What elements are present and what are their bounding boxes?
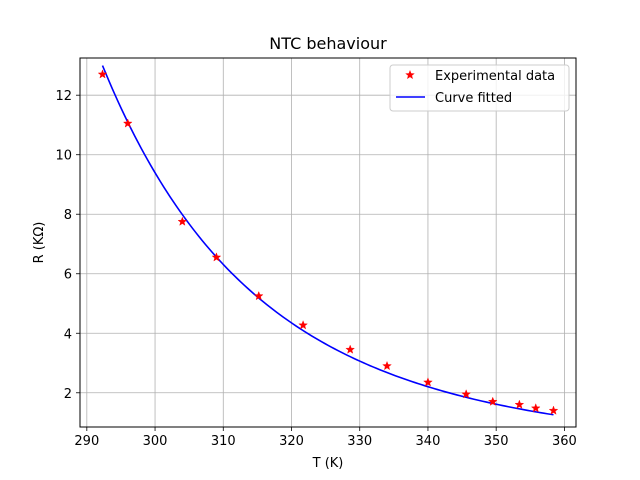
y-tick-label: 4	[64, 327, 72, 342]
x-tick-label: 300	[143, 434, 168, 449]
data-point-349.5	[487, 396, 498, 406]
x-tick-label: 320	[279, 434, 304, 449]
x-tick-label: 340	[416, 434, 441, 449]
x-axis-label: T (K)	[312, 456, 344, 471]
legend: Experimental data Curve fitted	[389, 64, 570, 112]
y-tick-label: 12	[55, 89, 72, 104]
data-point-340	[423, 377, 433, 387]
data-point-345.6	[461, 389, 471, 399]
fit-curve	[101, 65, 554, 416]
grid	[80, 58, 576, 427]
legend-star-marker	[405, 69, 415, 80]
x-tick-label: 330	[347, 434, 372, 449]
experimental-points	[97, 69, 559, 415]
data-point-355.8	[530, 403, 541, 413]
axes-frame	[79, 57, 577, 428]
data-point-328.6	[345, 344, 355, 354]
data-point-296	[122, 118, 133, 128]
x-tick-label: 310	[211, 434, 236, 449]
data-point-315.2	[253, 290, 264, 301]
y-tick-label: 8	[64, 208, 72, 223]
data-point-334	[382, 360, 392, 371]
data-point-304	[177, 216, 188, 226]
x-tick-label: 360	[552, 434, 577, 449]
data-point-321.7	[298, 320, 308, 330]
data-point-353.4	[514, 399, 525, 409]
y-tick-label: 10	[55, 149, 72, 164]
data-point-292.3	[97, 69, 108, 79]
y-axis-label: R (KΩ)	[32, 222, 47, 264]
y-tick-label: 2	[64, 387, 72, 402]
x-tick-label: 290	[74, 434, 99, 449]
legend-label-experimental: Experimental data	[435, 69, 555, 84]
ticks: 290 300 310 320 330 340 350 360 2 4 6 8 10 12	[55, 89, 576, 449]
legend-box	[389, 64, 570, 112]
x-tick-label: 350	[484, 434, 509, 449]
fit-curve-line	[101, 65, 554, 416]
legend-label-fitted: Curve fitted	[435, 91, 512, 106]
data-point-309	[211, 252, 222, 262]
y-tick-label: 6	[64, 268, 72, 283]
chart-title: NTC behaviour	[269, 34, 387, 53]
data-point-358.4	[548, 405, 559, 415]
legend-star-icon	[405, 69, 415, 80]
